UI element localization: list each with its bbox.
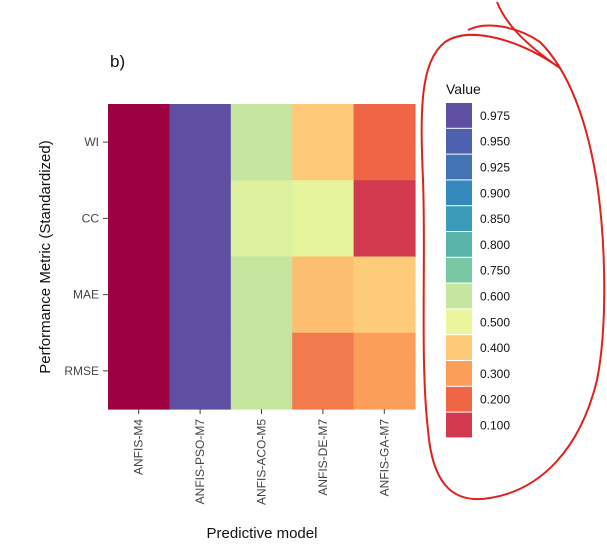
heatmap-cell-cc-anfis-pso-m7 xyxy=(169,180,232,258)
legend-swatch xyxy=(446,180,472,206)
legend-label: 0.925 xyxy=(480,161,510,175)
heatmap-cell-mae-anfis-pso-m7 xyxy=(169,256,232,334)
heatmap-cell-wi-anfis-de-m7 xyxy=(292,104,355,181)
heatmap-cell-cc-anfis-aco-m5 xyxy=(230,180,293,258)
y-tick-label-rmse: RMSE xyxy=(64,364,99,378)
hand-drawn-circle-annotation xyxy=(420,1,606,501)
x-tick-label-anfis-aco-m5: ANFIS-ACO-M5 xyxy=(255,419,269,505)
y-tick-label-cc: CC xyxy=(82,211,100,225)
legend-swatch xyxy=(446,309,472,335)
heatmap-cell-cc-anfis-de-m7 xyxy=(292,180,355,258)
legend-swatch xyxy=(446,361,472,386)
legend-swatch xyxy=(446,335,472,360)
y-tick-label-mae: MAE xyxy=(73,288,99,302)
legend: Value 0.975 0.950 0.925 0.900 0.850 0.800 0.75… xyxy=(446,81,510,438)
legend-swatch xyxy=(446,206,472,231)
x-axis: ANFIS-M4 ANFIS-PSO-M7 ANFIS-ACO-M5 ANFIS-DE… xyxy=(132,409,391,505)
legend-swatch xyxy=(446,412,472,438)
legend-swatch xyxy=(446,128,472,154)
legend-swatch xyxy=(446,232,472,257)
legend-label: 0.900 xyxy=(480,186,510,200)
y-tick-label-wi: WI xyxy=(84,135,99,149)
legend-label: 0.300 xyxy=(480,367,510,381)
legend-swatch xyxy=(446,386,472,412)
heatmap-cell-mae-anfis-m4 xyxy=(108,256,170,334)
x-tick-label-anfis-pso-m7: ANFIS-PSO-M7 xyxy=(193,419,207,505)
legend-label: 0.850 xyxy=(480,212,510,226)
x-axis-title: Predictive model xyxy=(207,525,318,542)
x-tick-label-anfis-de-m7: ANFIS-DE-M7 xyxy=(316,419,330,496)
heatmap-cell-cc-anfis-m4 xyxy=(108,180,170,258)
panel-label: b) xyxy=(110,52,125,71)
y-axis: WI CC MAE RMSE xyxy=(64,135,108,378)
legend-label: 0.750 xyxy=(480,264,510,278)
legend-label: 0.200 xyxy=(480,393,510,407)
heatmap-cell-mae-anfis-ga-m7 xyxy=(353,256,416,334)
legend-label: 0.100 xyxy=(480,419,510,433)
heatmap-cell-wi-anfis-ga-m7 xyxy=(353,104,416,181)
heatmap-cell-rmse-anfis-ga-m7 xyxy=(353,332,416,410)
y-axis-title: Performance Metric (Standardized) xyxy=(37,140,54,373)
heatmap-cell-wi-anfis-pso-m7 xyxy=(169,104,232,181)
legend-label: 0.975 xyxy=(480,109,510,123)
legend-label: 0.400 xyxy=(480,341,510,355)
legend-label: 0.600 xyxy=(480,290,510,304)
legend-swatch xyxy=(446,154,472,180)
heatmap-cell-wi-anfis-m4 xyxy=(108,104,170,181)
heatmap-cells xyxy=(108,104,416,410)
legend-label: 0.950 xyxy=(480,135,510,149)
heatmap-cell-rmse-anfis-de-m7 xyxy=(292,332,355,410)
legend-swatch xyxy=(446,257,472,283)
legend-swatch xyxy=(446,103,472,128)
heatmap-cell-wi-anfis-aco-m5 xyxy=(230,104,293,181)
x-tick-label-anfis-ga-m7: ANFIS-GA-M7 xyxy=(377,419,391,497)
x-tick-label-anfis-m4: ANFIS-M4 xyxy=(132,419,146,475)
legend-label: 0.500 xyxy=(480,315,510,329)
heatmap-cell-cc-anfis-ga-m7 xyxy=(353,180,416,258)
legend-title: Value xyxy=(446,81,481,97)
heatmap-cell-mae-anfis-aco-m5 xyxy=(230,256,293,334)
legend-swatch xyxy=(446,283,472,309)
legend-label: 0.800 xyxy=(480,238,510,252)
heatmap-cell-mae-anfis-de-m7 xyxy=(292,256,355,334)
heatmap-cell-rmse-anfis-aco-m5 xyxy=(230,332,293,410)
heatmap-cell-rmse-anfis-m4 xyxy=(108,332,170,410)
heatmap-cell-rmse-anfis-pso-m7 xyxy=(169,332,232,410)
